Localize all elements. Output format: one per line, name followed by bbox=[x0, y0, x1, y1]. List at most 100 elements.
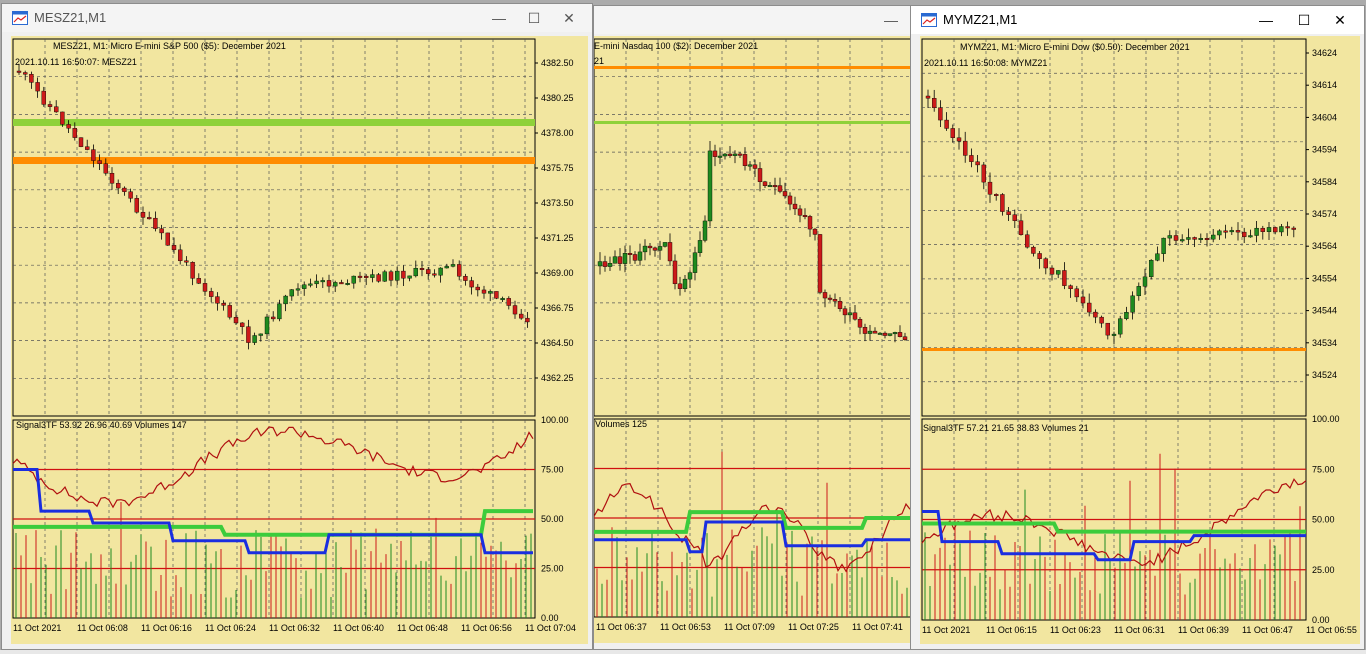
minimize-button[interactable]: — bbox=[492, 10, 506, 26]
candle-body bbox=[357, 275, 363, 278]
price-level-line bbox=[922, 348, 1306, 351]
window-title-bar[interactable]: MESZ21,M1 — ☐ ✕ bbox=[2, 4, 592, 32]
candle-body bbox=[500, 298, 505, 301]
candle-body bbox=[1148, 260, 1154, 278]
candle-body bbox=[84, 146, 90, 150]
maximize-button[interactable]: ☐ bbox=[1297, 12, 1311, 28]
window-title: MESZ21,M1 bbox=[34, 10, 107, 25]
candle-body bbox=[115, 183, 121, 189]
candle-body bbox=[271, 316, 276, 320]
candle-body bbox=[767, 185, 773, 188]
candle-body bbox=[1080, 296, 1086, 304]
candle-body bbox=[847, 312, 853, 316]
candle-body bbox=[842, 308, 848, 316]
candle-body bbox=[512, 305, 518, 315]
time-axis-label: 11 Oct 06:15 bbox=[986, 625, 1037, 635]
price-axis-label: 4382.50 bbox=[541, 58, 574, 68]
candle-body bbox=[333, 282, 338, 287]
candle-body bbox=[122, 187, 127, 192]
candle-body bbox=[295, 288, 301, 291]
chart-window-mnqz21[interactable]: — 11 Oct 06:37 11 Oct 06:53 11 Oct 07:09 11… bbox=[593, 5, 913, 650]
candle-body bbox=[944, 119, 949, 129]
candle-body bbox=[227, 305, 233, 318]
candle-body bbox=[612, 256, 618, 264]
price-axis-label: 4364.50 bbox=[541, 338, 574, 348]
price-axis-label: 4366.75 bbox=[541, 303, 574, 313]
candle-body bbox=[1242, 231, 1247, 238]
close-button[interactable]: ✕ bbox=[1334, 12, 1346, 28]
minimize-button[interactable]: — bbox=[1259, 12, 1273, 28]
candle-body bbox=[682, 278, 688, 289]
candle-body bbox=[1273, 227, 1278, 233]
candle-body bbox=[892, 332, 898, 335]
chart-area[interactable]: 11 Oct 06:37 11 Oct 06:53 11 Oct 07:09 11 O… bbox=[594, 36, 912, 643]
signal-line-blue bbox=[922, 510, 1306, 562]
candle-body bbox=[777, 185, 783, 192]
candle-body bbox=[677, 283, 683, 289]
candle-body bbox=[993, 194, 999, 197]
candle-body bbox=[91, 149, 96, 161]
candle-body bbox=[762, 181, 768, 186]
candle-body bbox=[652, 247, 658, 251]
candle-body bbox=[807, 216, 813, 230]
candle-body bbox=[852, 312, 858, 320]
candle-body bbox=[827, 297, 833, 300]
candle-body bbox=[1055, 270, 1061, 275]
time-axis-label: 11 Oct 07:04 bbox=[525, 623, 576, 633]
close-button[interactable]: ✕ bbox=[563, 10, 575, 26]
candle-body bbox=[289, 289, 294, 297]
candle-body bbox=[54, 106, 59, 113]
candle-body bbox=[1192, 237, 1197, 240]
candle-body bbox=[657, 246, 663, 251]
candle-body bbox=[732, 153, 738, 156]
candle-body bbox=[1285, 226, 1290, 229]
candle-body bbox=[153, 217, 158, 229]
candle-body bbox=[252, 335, 257, 343]
window-title-bar[interactable]: — bbox=[594, 6, 912, 34]
window-title-bar[interactable]: MYMZ21,M1 — ☐ ✕ bbox=[911, 6, 1364, 34]
price-axis-label: 34614 bbox=[1312, 80, 1337, 90]
chart-window-mesz21[interactable]: MESZ21,M1 — ☐ ✕ 4382.50 4380.25 4378.00 437… bbox=[1, 3, 593, 650]
time-axis-label: 11 Oct 07:41 bbox=[852, 622, 903, 632]
price-axis-label: 34574 bbox=[1312, 209, 1337, 219]
indicator-axis-label: 25.00 bbox=[1312, 565, 1335, 575]
price-axis-label: 34624 bbox=[1312, 48, 1337, 58]
candle-body bbox=[772, 185, 778, 188]
candle-body bbox=[494, 291, 499, 299]
candle-body bbox=[339, 282, 344, 285]
candle-body bbox=[1161, 237, 1166, 254]
indicator-axis-label: 100.00 bbox=[541, 415, 569, 425]
candle-body bbox=[1012, 214, 1018, 221]
candle-body bbox=[444, 266, 449, 269]
candle-body bbox=[134, 198, 140, 213]
candle-body bbox=[388, 271, 394, 281]
candle-body bbox=[1260, 227, 1265, 232]
chart-window-mymz21[interactable]: MYMZ21,M1 — ☐ ✕ 34624 34614 34604 34594 3458… bbox=[910, 5, 1365, 650]
indicator-axis-label: 50.00 bbox=[541, 514, 564, 524]
candle-body bbox=[622, 253, 628, 264]
candle-body bbox=[956, 137, 962, 142]
candle-body bbox=[812, 228, 818, 235]
candle-body bbox=[1167, 235, 1173, 239]
candle-body bbox=[1254, 227, 1259, 236]
candle-body bbox=[969, 155, 974, 162]
candle-body bbox=[438, 267, 443, 276]
maximize-button[interactable]: ☐ bbox=[527, 10, 541, 26]
candle-body bbox=[975, 161, 980, 166]
minimize-button[interactable]: — bbox=[884, 12, 898, 28]
time-axis-label: 11 Oct 2021 bbox=[13, 623, 61, 633]
candle-body bbox=[727, 153, 733, 156]
candle-body bbox=[692, 252, 698, 273]
candle-body bbox=[78, 137, 84, 147]
candle-body bbox=[239, 322, 245, 327]
candle-body bbox=[364, 275, 369, 278]
time-axis-label: 11 Oct 06:48 bbox=[397, 623, 448, 633]
candle-body bbox=[1049, 267, 1055, 275]
candle-body bbox=[792, 203, 798, 210]
chart-area[interactable]: 34624 34614 34604 34594 34584 34574 34564 34554… bbox=[920, 36, 1360, 644]
candle-body bbox=[140, 211, 146, 218]
chart-area[interactable]: 4382.50 4380.25 4378.00 4375.75 4373.50 4371.… bbox=[11, 36, 588, 644]
candle-body bbox=[1186, 237, 1191, 240]
candle-body bbox=[475, 286, 480, 291]
time-axis-label: 11 Oct 06:31 bbox=[1114, 625, 1165, 635]
